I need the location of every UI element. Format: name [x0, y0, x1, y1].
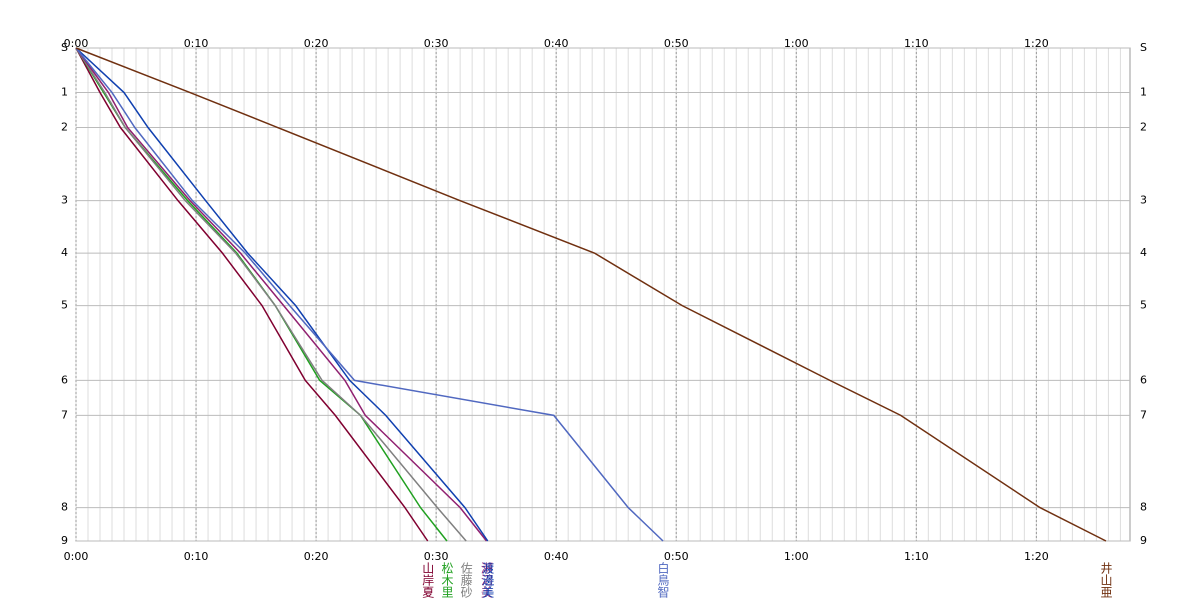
y-tick-label: 8	[61, 501, 68, 514]
series-line	[75, 47, 664, 542]
runner-name: 渡邊美	[481, 561, 495, 598]
x-tick-label: 0:40	[544, 550, 569, 563]
y-tick-label: 4	[61, 246, 68, 259]
y-tick-label: 4	[1140, 246, 1147, 259]
runner-name: 山岸夏	[421, 562, 435, 598]
y-tick-label: 8	[1140, 501, 1147, 514]
x-tick-label: 1:00	[784, 37, 809, 50]
x-tick-label: 0:20	[304, 37, 329, 50]
plot-frame	[75, 47, 1131, 542]
y-tick-label: 2	[61, 121, 68, 134]
y-tick-label: 6	[61, 373, 68, 386]
y-tick-label: 3	[61, 194, 68, 207]
y-tick-label: S	[1140, 41, 1147, 54]
runner-name: 瀬沼美	[480, 562, 494, 598]
series-line	[75, 47, 429, 542]
y-tick-label: 3	[1140, 194, 1147, 207]
y-tick-label: 6	[1140, 373, 1147, 386]
x-tick-label: 0:30	[424, 37, 449, 50]
x-tick-label: 1:10	[904, 37, 929, 50]
x-tick-label: 0:10	[184, 37, 209, 50]
series-line	[75, 47, 467, 542]
y-tick-label: 2	[1140, 121, 1147, 134]
y-tick-label: S	[61, 41, 68, 54]
y-tick-label: 5	[61, 299, 68, 312]
x-tick-label: 1:20	[1024, 37, 1049, 50]
runner-name: 井山亜	[1099, 562, 1113, 598]
x-tick-label: 0:30	[424, 550, 449, 563]
x-tick-label: 0:50	[664, 550, 689, 563]
x-tick-label: 0:20	[304, 550, 329, 563]
runner-name: 佐藤砂	[459, 562, 473, 598]
y-tick-label: 1	[61, 86, 68, 99]
y-tick-label: 7	[1140, 408, 1147, 421]
x-tick-label: 0:40	[544, 37, 569, 50]
x-tick-label: 0:00	[64, 550, 89, 563]
series-line	[75, 47, 488, 542]
runner-name: 松木里	[440, 562, 454, 598]
x-tick-label: 1:00	[784, 550, 809, 563]
series-line	[75, 47, 489, 542]
x-tick-label: 0:50	[664, 37, 689, 50]
x-tick-label: 0:10	[184, 550, 209, 563]
y-tick-label: 9	[61, 534, 68, 547]
x-tick-label: 1:10	[904, 550, 929, 563]
y-tick-label: 7	[61, 408, 68, 421]
x-tick-label: 1:20	[1024, 550, 1049, 563]
x-tick-label: 0:00	[64, 37, 89, 50]
y-tick-label: 1	[1140, 86, 1147, 99]
runner-name: 白鳥智	[656, 561, 670, 599]
y-tick-label: 5	[1140, 299, 1147, 312]
y-tick-label: 9	[1140, 534, 1147, 547]
series-line	[75, 47, 1107, 542]
